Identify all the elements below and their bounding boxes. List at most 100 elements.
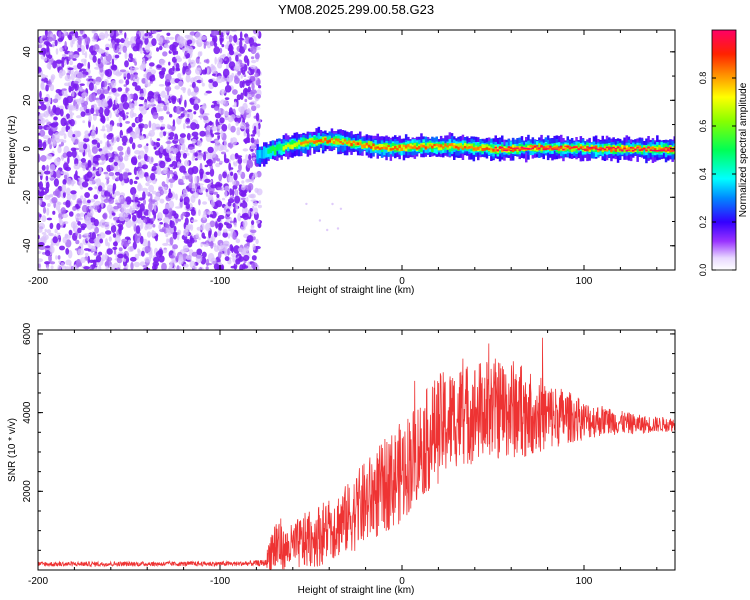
noise-speckle — [98, 32, 106, 40]
noise-speckle — [152, 223, 156, 228]
noise-speckle — [80, 148, 85, 153]
noise-speckle — [70, 73, 75, 81]
ridge-segment — [402, 145, 406, 151]
noise-speckle — [175, 55, 181, 60]
noise-speckle — [98, 166, 102, 175]
noise-speckle — [190, 209, 196, 216]
noise-speckle — [159, 198, 165, 204]
noise-speckle — [190, 219, 198, 223]
noise-speckle — [152, 261, 160, 267]
noise-speckle — [84, 51, 88, 59]
noise-speckle — [227, 247, 230, 256]
noise-speckle — [138, 154, 142, 161]
noise-speckle — [126, 72, 131, 80]
noise-speckle — [67, 67, 74, 71]
noise-speckle — [46, 36, 54, 42]
noise-speckle — [205, 171, 211, 175]
noise-speckle — [105, 195, 109, 201]
noise-speckle — [131, 157, 138, 166]
ridge-segment — [516, 147, 519, 153]
noise-speckle — [185, 255, 192, 261]
noise-speckle — [119, 30, 123, 34]
noise-speckle — [55, 169, 62, 179]
noise-speckle — [251, 220, 255, 226]
ridge-segment — [260, 149, 264, 159]
noise-speckle — [109, 145, 113, 151]
noise-speckle — [79, 217, 83, 221]
noise-speckle — [113, 216, 120, 221]
noise-speckle — [235, 258, 241, 265]
ridge-segment — [374, 146, 377, 150]
noise-speckle — [233, 101, 237, 108]
noise-speckle — [104, 30, 109, 39]
noise-speckle — [188, 183, 193, 189]
noise-speckle — [214, 140, 220, 144]
noise-speckle — [178, 80, 184, 87]
ridge-segment — [645, 147, 648, 152]
noise-speckle — [132, 241, 137, 250]
noise-speckle — [112, 246, 118, 250]
noise-speckle — [236, 115, 241, 118]
noise-speckle — [135, 225, 141, 234]
ridge-segment — [321, 136, 325, 142]
ridge-segment — [549, 145, 552, 148]
noise-speckle — [154, 150, 161, 156]
ridge-segment — [428, 144, 432, 147]
noise-speckle — [229, 220, 234, 224]
noise-speckle — [166, 238, 169, 244]
ridge-segment — [501, 148, 504, 152]
noise-speckle — [255, 43, 261, 46]
noise-speckle — [38, 132, 41, 136]
ridge-segment — [612, 146, 615, 149]
noise-speckle — [203, 210, 207, 215]
noise-speckle — [60, 117, 67, 127]
noise-speckle — [197, 139, 203, 147]
noise-speckle — [221, 151, 226, 155]
noise-speckle — [224, 58, 227, 61]
noise-speckle — [165, 141, 172, 144]
ridge-segment — [398, 146, 401, 152]
noise-speckle — [60, 207, 66, 215]
noise-speckle — [58, 69, 63, 79]
noise-speckle — [230, 125, 236, 133]
noise-speckle — [177, 229, 182, 236]
ridge-segment — [588, 147, 591, 149]
noise-speckle — [49, 143, 52, 150]
noise-speckle — [172, 244, 179, 250]
ridge-segment — [586, 148, 589, 152]
noise-speckle — [61, 126, 67, 132]
noise-speckle — [76, 115, 82, 119]
noise-speckle — [192, 191, 199, 199]
noise-speckle — [144, 245, 151, 253]
noise-speckle — [244, 98, 248, 103]
noise-speckle — [203, 152, 207, 161]
ridge-segment — [363, 144, 366, 148]
noise-speckle — [72, 65, 79, 70]
noise-speckle — [198, 237, 201, 241]
noise-speckle — [160, 116, 164, 120]
noise-speckle — [209, 168, 215, 177]
noise-speckle — [149, 92, 155, 96]
noise-speckle — [100, 74, 104, 80]
noise-speckle — [111, 212, 116, 216]
noise-speckle — [149, 95, 152, 99]
ridge-segment — [525, 147, 528, 150]
noise-speckle — [151, 217, 156, 222]
ridge-segment — [426, 143, 430, 148]
noise-speckle — [222, 171, 228, 179]
noise-speckle — [256, 188, 263, 196]
noise-speckle — [255, 93, 262, 99]
noise-speckle — [117, 103, 125, 111]
noise-speckle — [132, 81, 138, 87]
noise-speckle — [138, 197, 144, 201]
noise-speckle — [168, 136, 174, 140]
noise-speckle — [161, 181, 166, 187]
noise-speckle — [105, 51, 109, 57]
noise-speckle — [195, 31, 202, 40]
ridge-segment — [562, 145, 565, 151]
noise-speckle — [71, 90, 75, 97]
noise-speckle — [82, 100, 89, 106]
noise-speckle — [135, 176, 140, 180]
ridge-segment — [584, 149, 587, 151]
noise-speckle — [106, 127, 111, 133]
